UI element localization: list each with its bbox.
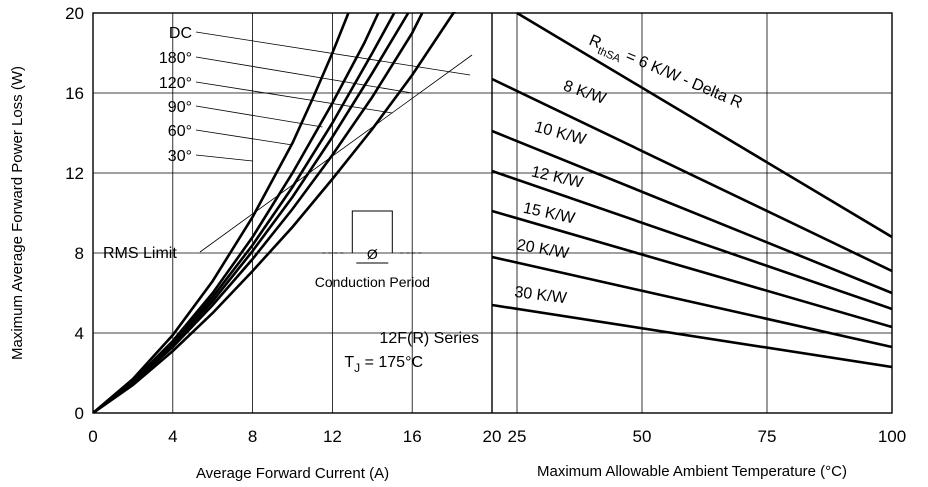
thermal-line: [491, 77, 893, 273]
leader-line: [195, 129, 293, 146]
curve-dc: [93, 12, 350, 413]
tj-label: TJ = 175°C: [344, 354, 423, 375]
y-tick-label: 20: [65, 4, 84, 23]
thermal-line: [516, 11, 893, 239]
rthsa-label: RthSA = 6 K/W - Delta R: [585, 32, 745, 116]
leader-line: [195, 154, 253, 162]
x-axis-label-right: Maximum Allowable Ambient Temperature (°…: [537, 463, 847, 480]
conduction-symbol: Ø: [367, 246, 378, 262]
conduction-waveform: [351, 210, 393, 253]
thermal-label: 20 K/W: [515, 237, 571, 263]
x-tick-label: 100: [878, 427, 906, 446]
thermal-line: [491, 129, 893, 295]
x-axis-label-left: Average Forward Current (A): [196, 465, 389, 482]
x-tick-label: 4: [168, 427, 177, 446]
leader-line: [195, 81, 393, 114]
x-tick-label: 8: [248, 427, 257, 446]
thermal-label: 30 K/W: [513, 284, 568, 307]
series-name-label: 12F(R) Series: [379, 330, 479, 347]
y-tick-label: 4: [75, 324, 84, 343]
thermal-line: [491, 255, 893, 349]
y-tick-label: 8: [75, 244, 84, 263]
rms-limit-label: RMS Limit: [103, 245, 177, 262]
curve-120deg: [93, 12, 396, 413]
x-tick-label: 75: [758, 427, 777, 446]
x-tick-label: 20: [483, 427, 502, 446]
x-tick-label: 25: [508, 427, 527, 446]
leader-line: [195, 31, 471, 76]
series-label: 120°: [159, 75, 192, 92]
series-label: 30°: [168, 148, 192, 165]
thermal-line: [491, 303, 893, 369]
thermal-label: 15 K/W: [522, 200, 578, 228]
x-tick-label: 0: [88, 427, 97, 446]
series-label: 90°: [168, 99, 192, 116]
y-tick-label: 12: [65, 164, 84, 183]
x-tick-label: 12: [323, 427, 342, 446]
thermal-label: 8 K/W: [561, 78, 609, 109]
leader-line: [195, 105, 323, 128]
thermal-line: [491, 169, 893, 311]
curve-30deg: [93, 12, 456, 413]
series-label: DC: [169, 25, 192, 42]
series-label: 180°: [159, 50, 192, 67]
x-tick-label: 16: [403, 427, 422, 446]
rms-limit-line: [199, 54, 473, 253]
y-tick-label: 16: [65, 84, 84, 103]
curve-60deg: [93, 12, 424, 413]
thermal-line: [491, 209, 893, 329]
series-label: 60°: [168, 123, 192, 140]
curve-180deg: [93, 12, 380, 413]
y-axis-label: Maximum Average Forward Power Loss (W): [9, 66, 26, 360]
thermal-label: 10 K/W: [533, 119, 589, 149]
leader-line: [195, 56, 413, 94]
x-tick-label: 50: [633, 427, 652, 446]
y-tick-label: 0: [75, 404, 84, 423]
conduction-period-label: Conduction Period: [315, 274, 430, 290]
